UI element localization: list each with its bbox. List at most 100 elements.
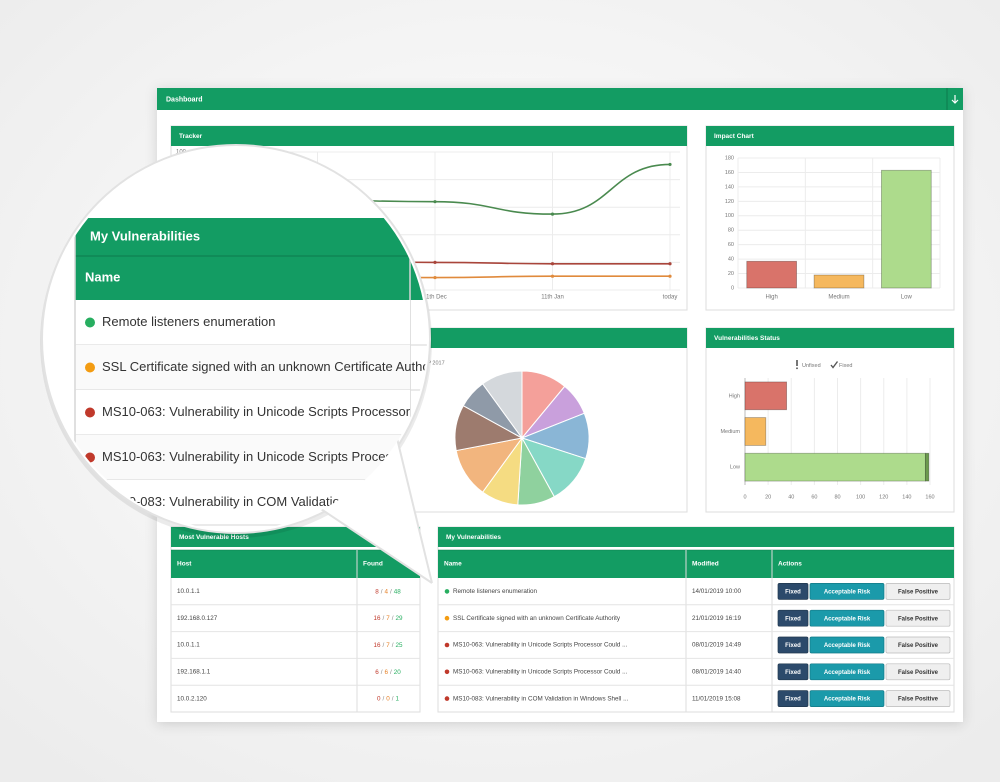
column-header: Name — [444, 561, 462, 568]
action-button[interactable]: False Positive — [885, 609, 951, 627]
button-label[interactable]: False Positive — [898, 697, 939, 703]
series-point — [433, 200, 437, 204]
x-tick-label: 20 — [765, 494, 771, 500]
button-face[interactable] — [777, 663, 809, 681]
modified-cell: 11/01/2019 15:08 — [692, 695, 741, 702]
magnifier-tail-edge — [394, 429, 433, 584]
modified-cell: 08/01/2019 14:49 — [692, 642, 742, 649]
action-button[interactable]: Acceptable Risk — [809, 690, 885, 707]
action-button[interactable]: Fixed — [777, 609, 809, 627]
series-point — [433, 260, 437, 264]
button-face[interactable] — [777, 636, 809, 654]
host-cell: 10.0.1.1 — [177, 642, 200, 649]
zoom-vulnerability-name: MS10-063: Vulnerability in Unicode Scrip… — [102, 404, 462, 419]
button-face[interactable] — [809, 690, 885, 707]
button-face[interactable] — [885, 636, 951, 654]
dashboard-header — [157, 88, 963, 110]
y-tick-label: Low — [730, 465, 740, 471]
series-point — [668, 162, 672, 167]
legend-label: Fixed — [839, 363, 852, 369]
host-cell: 192.168.0.127 — [177, 615, 218, 622]
series-point — [550, 262, 555, 266]
action-button[interactable]: False Positive — [885, 690, 951, 707]
button-face[interactable] — [809, 636, 885, 654]
host-cell: 10.0.2.120 — [177, 695, 207, 702]
found-count: 0 — [377, 695, 381, 702]
action-button[interactable]: Acceptable Risk — [809, 583, 885, 600]
found-count: 25 — [396, 642, 404, 649]
action-button[interactable]: Acceptable Risk — [809, 609, 885, 627]
found-separator: / — [382, 642, 384, 649]
button-label[interactable]: Fixed — [785, 616, 801, 622]
button-label[interactable]: Acceptable Risk — [824, 589, 871, 595]
button-face[interactable] — [777, 609, 809, 627]
button-face[interactable] — [809, 609, 885, 627]
found-cell: 16/7/25 — [373, 642, 403, 649]
x-tick-label: Medium — [828, 295, 849, 301]
x-tick-label: 40 — [788, 494, 794, 500]
button-label[interactable]: Fixed — [785, 643, 801, 649]
x-tick-label: 11th Jan — [541, 295, 564, 301]
host-cell: 10.0.1.1 — [177, 588, 200, 595]
action-button[interactable]: False Positive — [885, 663, 951, 681]
severity-dot — [444, 615, 450, 621]
zoom-row — [76, 300, 410, 345]
found-cell: 8/4/48 — [375, 588, 401, 595]
button-label[interactable]: Acceptable Risk — [824, 643, 871, 649]
found-count: 7 — [386, 642, 390, 649]
button-label[interactable]: Acceptable Risk — [824, 616, 871, 622]
found-separator: / — [392, 695, 394, 702]
button-face[interactable] — [809, 663, 885, 681]
action-button[interactable]: Fixed — [777, 636, 809, 654]
found-separator: / — [390, 668, 392, 675]
action-button[interactable]: False Positive — [885, 636, 951, 654]
magnifier-tail-edge — [314, 504, 433, 584]
zoom-row — [76, 435, 410, 480]
bar-segment — [744, 452, 926, 482]
button-label[interactable]: False Positive — [898, 616, 939, 622]
button-face[interactable] — [885, 609, 951, 627]
button-label[interactable]: False Positive — [898, 643, 939, 649]
legend-icon — [796, 360, 798, 366]
table-header-row — [438, 550, 954, 578]
severity-dot — [444, 669, 450, 675]
action-button[interactable]: Acceptable Risk — [809, 663, 885, 681]
button-label[interactable]: Fixed — [785, 670, 801, 676]
dashboard-title: Dashboard — [166, 96, 203, 103]
action-button[interactable]: False Positive — [885, 583, 951, 600]
button-label[interactable]: False Positive — [898, 589, 939, 595]
modified-cell: 21/01/2019 16:19 — [692, 615, 742, 622]
button-label[interactable]: Fixed — [785, 589, 801, 595]
action-button[interactable]: Acceptable Risk — [809, 636, 885, 654]
collapse-icon[interactable] — [951, 95, 959, 104]
action-button[interactable]: Fixed — [777, 690, 809, 707]
button-label[interactable]: False Positive — [898, 670, 939, 676]
bar — [813, 274, 865, 289]
modified-cell: 14/01/2019 10:00 — [692, 588, 742, 595]
button-face[interactable] — [885, 690, 951, 707]
x-tick-label: Low — [901, 295, 913, 301]
button-face[interactable] — [777, 690, 809, 707]
found-count: 20 — [394, 668, 402, 675]
panel-title: Most Vulnerable Hosts — [179, 534, 249, 541]
button-label[interactable]: Fixed — [785, 697, 801, 703]
action-button[interactable]: Fixed — [777, 663, 809, 681]
button-label[interactable]: Acceptable Risk — [824, 697, 871, 703]
panel-title: Tracker — [179, 133, 203, 140]
found-cell: 0/0/1 — [377, 695, 400, 702]
button-face[interactable] — [809, 583, 885, 600]
y-tick-label: 80 — [728, 228, 734, 234]
button-face[interactable] — [885, 583, 951, 600]
series-point — [668, 262, 672, 266]
chart-label: ASP 2017 — [420, 360, 445, 366]
found-count: 48 — [394, 588, 402, 595]
zoom-row — [76, 390, 410, 435]
action-button[interactable]: Fixed — [777, 583, 809, 600]
x-tick-label: 100 — [856, 494, 865, 500]
button-face[interactable] — [885, 663, 951, 681]
button-face[interactable] — [777, 583, 809, 600]
found-count: 7 — [386, 615, 390, 622]
x-tick-label: 160 — [925, 494, 934, 500]
button-label[interactable]: Acceptable Risk — [824, 670, 871, 676]
vulnerability-name: SSL Certificate signed with an unknown C… — [453, 615, 621, 622]
